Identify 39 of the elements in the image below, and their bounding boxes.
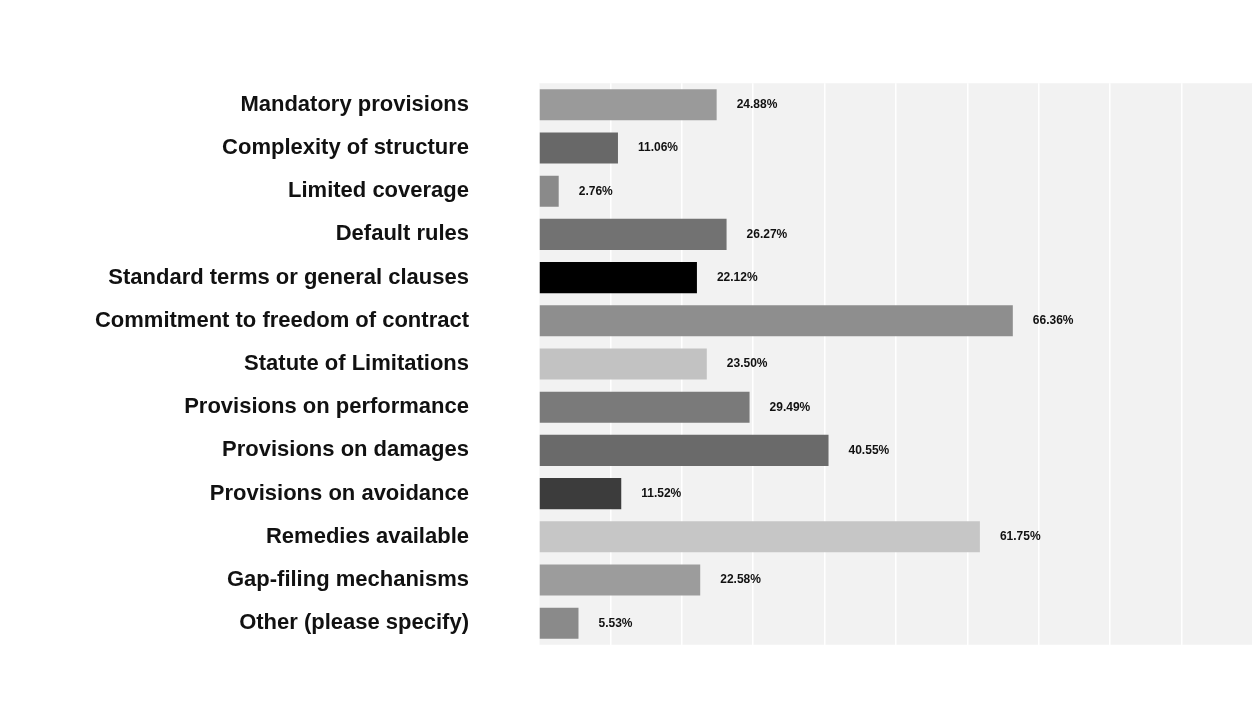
data-label: 11.06%	[637, 140, 679, 155]
y-tick-label: Limited coverage	[288, 177, 469, 203]
y-tick-label: Provisions on performance	[184, 393, 469, 419]
data-label: 22.12%	[716, 269, 758, 284]
bar	[539, 305, 1013, 337]
data-label: 11.52%	[641, 485, 682, 500]
data-label: 2.76%	[578, 183, 614, 198]
data-label: 61.75%	[999, 529, 1041, 544]
y-tick-label: Commitment to freedom of contract	[94, 306, 470, 332]
y-tick-label: Provisions on damages	[222, 436, 469, 462]
y-tick-label: Standard terms or general clauses	[108, 263, 469, 289]
y-tick-label: Other (please specify)	[239, 609, 469, 635]
bar	[539, 132, 618, 164]
bar	[539, 218, 727, 250]
y-tick-label: Statute of Limitations	[244, 350, 469, 376]
data-label: 66.36%	[1032, 313, 1074, 328]
data-label: 22.58%	[720, 572, 762, 587]
data-label: 23.50%	[726, 356, 768, 371]
y-tick-label: Provisions on avoidance	[209, 479, 469, 505]
y-tick-label: Complexity of structure	[222, 134, 469, 160]
bar	[539, 262, 697, 294]
bar	[539, 175, 559, 207]
y-tick-label: Remedies available	[265, 522, 469, 548]
bar	[539, 564, 701, 596]
bar	[539, 348, 707, 380]
bar	[539, 607, 579, 639]
bar	[539, 89, 717, 121]
data-label: 5.53%	[598, 615, 633, 630]
bar	[539, 478, 622, 510]
data-label: 26.27%	[746, 226, 788, 241]
y-tick-label: Gap-filing mechanisms	[226, 566, 469, 592]
data-label: 24.88%	[736, 97, 778, 112]
bar	[539, 521, 980, 553]
y-tick-label: Mandatory provisions	[240, 90, 469, 116]
y-tick-label: Default rules	[335, 220, 469, 246]
bar	[539, 391, 750, 423]
data-label: 29.49%	[769, 399, 811, 414]
data-label: 40.55%	[848, 442, 890, 457]
bar	[539, 434, 829, 466]
